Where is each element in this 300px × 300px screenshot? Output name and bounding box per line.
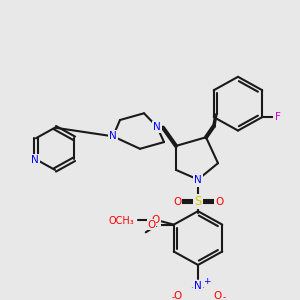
Text: N: N bbox=[194, 281, 202, 291]
Text: N: N bbox=[109, 131, 117, 141]
Text: N: N bbox=[194, 176, 202, 185]
Text: N: N bbox=[153, 122, 161, 132]
Text: O: O bbox=[152, 215, 160, 225]
Text: OCH₃: OCH₃ bbox=[108, 216, 134, 226]
Text: O: O bbox=[174, 291, 182, 300]
Text: O: O bbox=[214, 291, 222, 300]
Text: F: F bbox=[275, 112, 281, 122]
Text: -: - bbox=[223, 293, 226, 300]
Text: -: - bbox=[172, 293, 175, 300]
Text: +: + bbox=[203, 277, 211, 286]
Text: N: N bbox=[31, 155, 39, 165]
Text: O: O bbox=[215, 196, 223, 207]
Text: O: O bbox=[148, 220, 156, 230]
Text: O: O bbox=[173, 196, 181, 207]
Text: S: S bbox=[194, 195, 202, 208]
